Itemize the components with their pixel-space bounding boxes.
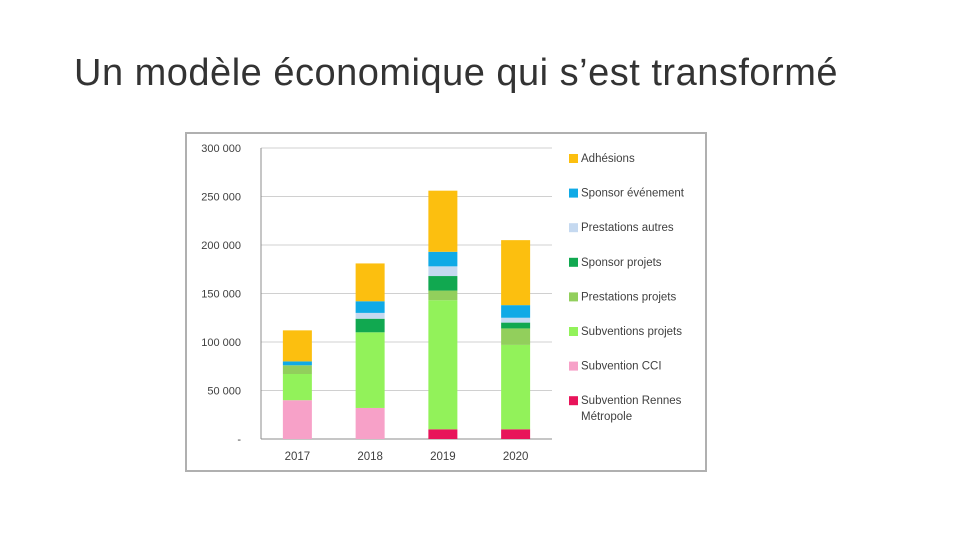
chart-frame: - 50 000 100 000 150 000 200 000 250 000 300 0… — [185, 132, 707, 472]
y-tick-label: 250 000 — [201, 192, 241, 204]
legend-swatch — [569, 223, 578, 233]
bar-segment — [428, 276, 458, 291]
bar-segment — [428, 190, 458, 252]
bar-segment — [355, 332, 385, 408]
y-tick-label: 50 000 — [207, 386, 241, 398]
bar-segment — [282, 400, 312, 439]
bar-segment — [501, 305, 531, 318]
bar-segment — [428, 429, 458, 439]
y-tick-label: 300 000 — [201, 143, 241, 155]
bar-segment — [501, 317, 531, 323]
bar-segment — [355, 318, 385, 333]
bar-segment — [501, 328, 531, 345]
bar-segment — [501, 429, 531, 439]
bar-segment — [501, 344, 531, 430]
legend-label: Adhésions — [581, 153, 635, 165]
bar-segment — [355, 301, 385, 313]
bar-segment — [428, 300, 458, 430]
y-tick-label: 200 000 — [201, 240, 241, 252]
x-tick-label: 2018 — [357, 451, 383, 463]
x-tick-label: 2019 — [430, 451, 456, 463]
bar-segment — [282, 330, 312, 362]
legend-label: Subvention CCI — [581, 361, 662, 373]
bar-segment — [282, 361, 312, 366]
legend-label: Prestations projets — [581, 291, 676, 303]
y-tick-label: 100 000 — [201, 337, 241, 349]
legend-swatch — [569, 361, 578, 371]
bar-segment — [282, 374, 312, 401]
stacked-bar-chart: - 50 000 100 000 150 000 200 000 250 000 300 0… — [201, 143, 685, 463]
legend-label: Subventions projets — [581, 326, 682, 338]
legend-label: Sponsor événement — [581, 188, 685, 200]
y-tick-label: - — [237, 434, 241, 446]
bar-segment — [428, 290, 458, 301]
bar-segment — [428, 266, 458, 277]
x-tick-label: 2017 — [285, 451, 311, 463]
legend-label: Prestations autres — [581, 222, 674, 234]
legend-swatch — [569, 154, 578, 163]
slide-title: Un modèle économique qui s’est transform… — [74, 52, 838, 94]
legend-swatch — [569, 292, 578, 302]
legend-swatch — [569, 327, 578, 336]
legend-label: Subvention Rennes Métropole — [581, 395, 682, 423]
legend-swatch — [569, 188, 578, 198]
bar-segment — [428, 251, 458, 267]
bar-segment — [501, 322, 531, 329]
x-tick-label: 2020 — [503, 451, 529, 463]
bar-segment — [355, 407, 385, 439]
bar-segment — [282, 365, 312, 375]
legend-swatch — [569, 257, 578, 267]
legend-swatch — [569, 396, 578, 406]
y-tick-label: 150 000 — [201, 289, 241, 301]
bar-segment — [355, 312, 385, 319]
bar-segment — [501, 240, 531, 306]
bar-segment — [355, 263, 385, 302]
legend-label: Sponsor projets — [581, 257, 662, 269]
